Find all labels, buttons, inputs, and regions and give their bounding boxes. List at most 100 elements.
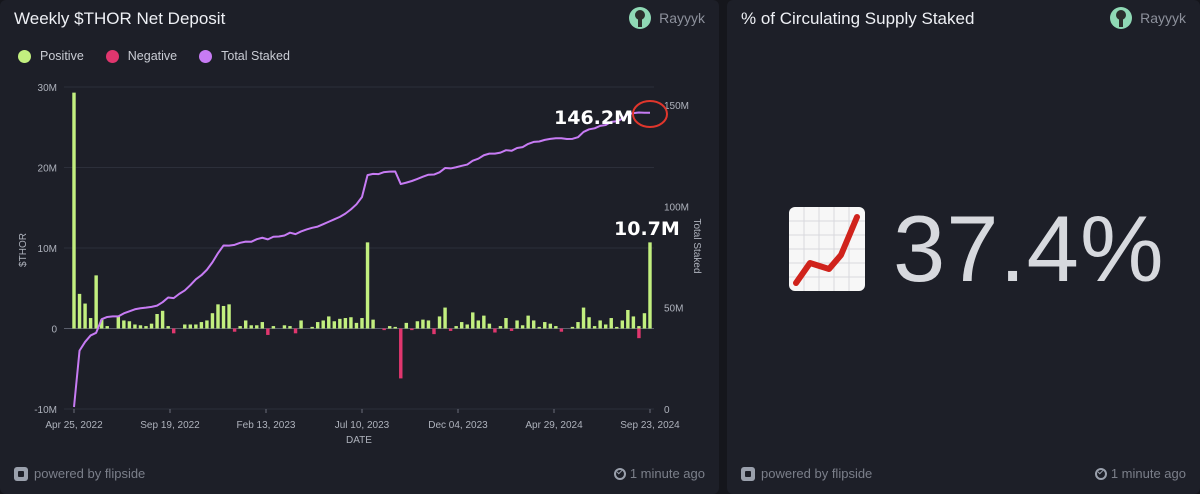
positive-bar — [205, 320, 209, 329]
powered-by-flipside[interactable]: powered by flipside — [14, 466, 145, 481]
positive-bar — [365, 242, 370, 329]
positive-bar — [105, 326, 109, 329]
y2-tick-label: 50M — [664, 304, 683, 315]
chart-legend: Positive Negative Total Staked — [18, 49, 290, 63]
footer-brand-text: powered by flipside — [761, 466, 873, 481]
last-refresh-text: 1 minute ago — [629, 466, 705, 481]
author-link[interactable]: Rayyyk — [1110, 7, 1186, 29]
positive-bar — [255, 325, 259, 329]
positive-bar — [504, 318, 508, 329]
legend-dot-positive — [18, 49, 31, 63]
positive-bar — [404, 322, 409, 329]
powered-by-flipside[interactable]: powered by flipside — [741, 466, 872, 481]
y-tick-label: -10M — [34, 405, 57, 416]
positive-bar — [155, 314, 159, 329]
positive-bar — [122, 320, 126, 329]
last-week-annotation: 10.7M — [614, 218, 680, 240]
last-refresh[interactable]: 1 minute ago — [1094, 466, 1186, 481]
positive-bar — [354, 322, 359, 329]
legend-dot-negative — [105, 49, 119, 63]
legend-item-total-staked[interactable]: Total Staked — [199, 49, 290, 63]
total-staked-annotation: 146.2M — [554, 107, 633, 129]
x-tick-label: Sep 19, 2022 — [140, 420, 200, 431]
positive-bar — [116, 316, 121, 329]
positive-bar — [133, 324, 137, 329]
legend-label-positive: Positive — [40, 49, 84, 63]
y-tick-label: 30M — [38, 83, 57, 94]
positive-bar — [598, 320, 602, 329]
positive-bar — [166, 326, 170, 329]
footer-brand-text: powered by flipside — [34, 466, 146, 481]
y2-axis-label: Total Staked — [691, 218, 702, 273]
negative-bar — [399, 328, 403, 379]
x-tick-label: Feb 13, 2023 — [237, 420, 296, 431]
x-tick-label: Apr 25, 2022 — [45, 420, 103, 431]
negative-bar — [509, 328, 514, 331]
positive-bar — [149, 323, 154, 329]
positive-bar — [88, 318, 93, 329]
negative-bar — [293, 328, 298, 334]
positive-bar — [332, 321, 337, 329]
negative-bar — [448, 328, 453, 331]
supply-staked-panel: % of Circulating Supply Staked Rayyyk 37… — [727, 0, 1200, 494]
positive-bar — [537, 326, 541, 329]
chart-title: Weekly $THOR Net Deposit — [14, 9, 226, 28]
legend-item-negative[interactable]: Negative — [105, 49, 178, 63]
positive-bar — [609, 318, 613, 329]
legend-label-negative: Negative — [127, 49, 178, 63]
highlight-circle — [632, 100, 668, 128]
last-refresh-text: 1 minute ago — [1110, 466, 1186, 481]
positive-bar — [288, 326, 292, 329]
x-tick-label: Sep 23, 2024 — [620, 420, 680, 431]
chart-increasing-icon — [789, 207, 865, 291]
positive-bar — [482, 315, 486, 329]
positive-bar — [581, 307, 586, 329]
y-tick-label: 10M — [38, 244, 57, 255]
x-axis-label: DATE — [346, 435, 372, 446]
positive-bar — [249, 325, 253, 329]
positive-bar — [520, 325, 525, 329]
positive-bar — [576, 322, 580, 329]
legend-item-positive[interactable]: Positive — [18, 49, 84, 63]
y-tick-label: 20M — [38, 164, 57, 175]
negative-bar — [432, 328, 436, 335]
negative-bar — [559, 328, 564, 332]
positive-bar — [210, 313, 215, 329]
positive-bar — [216, 304, 220, 329]
positive-bar — [421, 319, 425, 329]
positive-bar — [260, 322, 265, 329]
positive-bar — [393, 326, 397, 329]
positive-bar — [498, 326, 503, 329]
positive-bar — [138, 325, 143, 329]
positive-bar — [459, 322, 464, 329]
positive-bar — [183, 324, 187, 329]
positive-bar — [238, 326, 242, 329]
author-name: Rayyyk — [659, 10, 705, 26]
bar-series — [72, 92, 652, 379]
positive-bar — [343, 318, 348, 329]
positive-bar — [426, 320, 431, 329]
negative-bar — [266, 328, 270, 335]
positive-bar — [465, 324, 469, 329]
author-name: Rayyyk — [1140, 10, 1186, 26]
positive-bar — [199, 322, 204, 329]
positive-bar — [194, 324, 198, 329]
positive-bar — [271, 326, 276, 329]
positive-bar — [227, 304, 231, 329]
positive-bar — [243, 320, 248, 329]
positive-bar — [592, 326, 597, 329]
positive-bar — [476, 320, 481, 329]
positive-bar — [531, 320, 536, 329]
stat-value: 37.4% — [893, 196, 1165, 301]
positive-bar — [631, 316, 636, 329]
positive-bar — [603, 324, 608, 329]
positive-bar — [77, 293, 82, 329]
author-link[interactable]: Rayyyk — [629, 7, 705, 29]
positive-bar — [443, 307, 447, 329]
last-refresh[interactable]: 1 minute ago — [613, 466, 705, 481]
y2-tick-label: 150M — [664, 101, 689, 112]
refresh-check-icon — [1094, 467, 1107, 480]
positive-bar — [626, 309, 630, 329]
net-deposit-panel: Weekly $THOR Net Deposit Rayyyk Positive… — [0, 0, 719, 494]
positive-bar — [144, 326, 148, 329]
